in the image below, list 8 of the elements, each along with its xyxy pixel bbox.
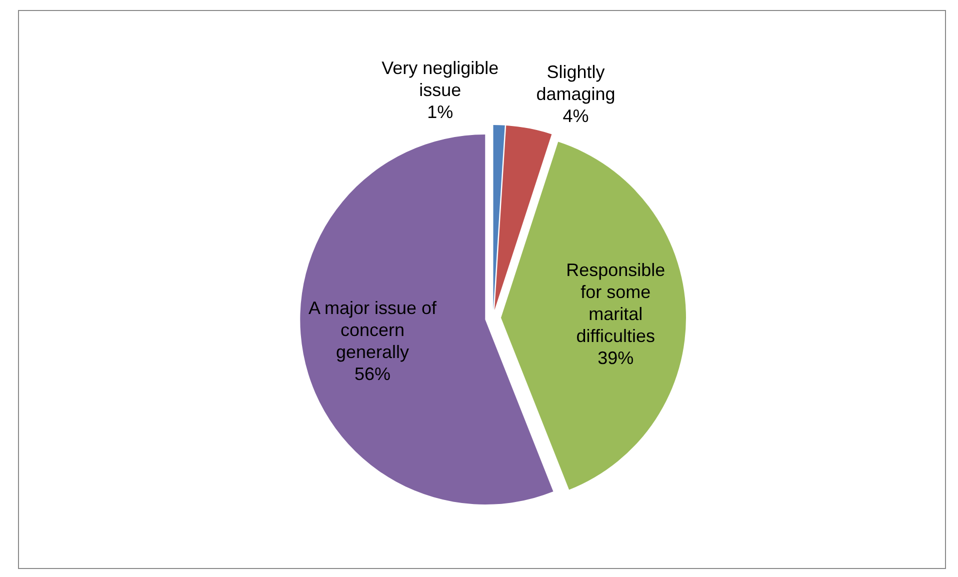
data-label: 39% (598, 348, 634, 368)
slice-label: Very negligible issue (382, 58, 499, 100)
data-label: 56% (354, 364, 390, 384)
slice-label: Slightly damaging (536, 62, 616, 104)
data-label: 1% (427, 102, 454, 122)
data-label: 4% (562, 106, 589, 126)
slice-label: A major issue of concern generally (308, 298, 438, 362)
slice-label: Responsible for some marital difficulties (566, 260, 666, 346)
